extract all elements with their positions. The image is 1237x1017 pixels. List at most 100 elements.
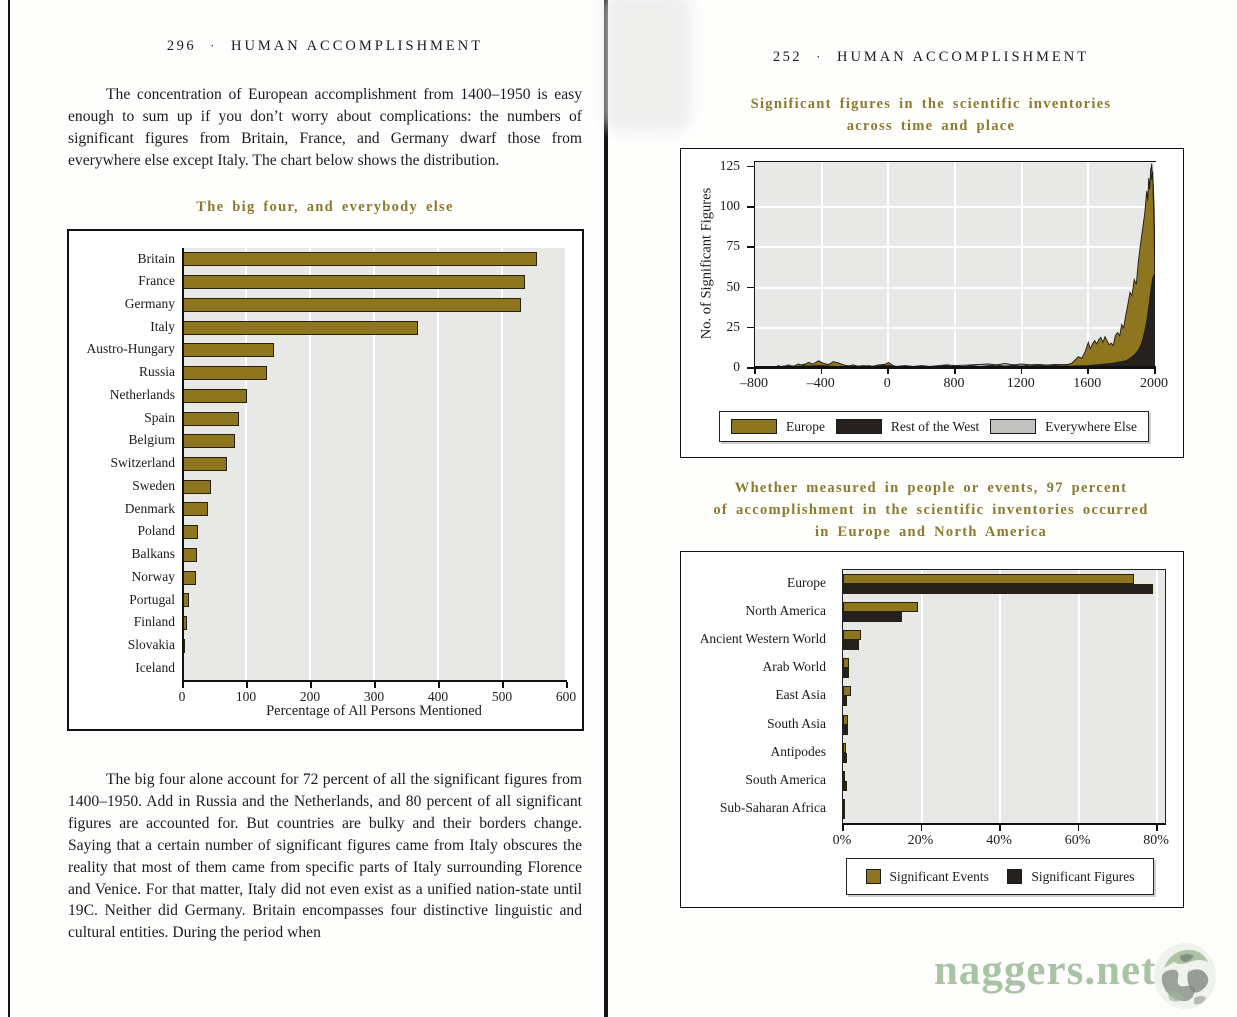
tick-label: 100 [235,689,257,704]
big-four-x-axis-label: Percentage of All Persons Mentioned [266,703,482,719]
tick-label: 500 [491,689,513,704]
bar [182,388,247,403]
category-label: Finland [133,614,175,630]
gridline [1020,162,1023,368]
where-occurred-title-line2: of accomplishment in the scientific inve… [713,502,1149,518]
bar [182,479,211,494]
category-label: Arab World [762,659,826,675]
tick-label: 40% [986,833,1012,848]
y-tick-label: 125 [719,157,740,173]
gridline [1077,570,1080,823]
legend-label: Europe [785,418,825,434]
category-label: Portugal [129,591,175,607]
gridline [887,162,890,368]
bar [843,640,859,651]
tick-label: 200 [299,689,321,704]
legend-item: Rest of the West [835,418,980,435]
bar [843,742,847,753]
tick-mark [820,368,823,374]
category-label: East Asia [775,687,826,703]
bar [182,525,198,540]
bar [182,366,267,380]
tick-mark [842,825,844,831]
bar [843,696,847,707]
header-separator-dot: · [210,38,217,53]
category-label: Netherlands [109,386,175,402]
tick-mark [1077,825,1080,831]
tick-mark [920,825,922,831]
category-label: Ancient Western World [699,631,826,647]
tick-label: 0 [178,689,186,704]
category-label: Britain [137,250,176,266]
big-four-x-ticks: 0 100 200 300 400 500 600 [178,680,576,720]
tick-label: 600 [555,689,577,704]
category-label: Russia [138,364,175,380]
legend-item: Europe [730,418,825,435]
legend-item: Significant Figures [1007,869,1134,885]
category-label: Slovakia [127,637,175,652]
y-tick-label: 50 [726,278,741,294]
tick-label: 0% [832,833,852,848]
tick-mark [747,165,754,168]
category-label: Italy [150,318,175,334]
left-paragraph-2: The big four alone account for 72 percen… [68,771,582,942]
bar [843,612,902,623]
gridline [1156,570,1159,823]
big-four-plot [182,248,567,680]
tick-mark [754,368,756,374]
gridline [373,248,375,680]
bar [843,798,845,809]
where-occurred-figure: Europe North America Ancient Western World… [680,551,1184,908]
y-tick-label: 100 [719,198,740,214]
category-label: Austro-Hungary [86,341,175,357]
where-occurred-category-labels: Europe North America Ancient Western World… [681,569,834,822]
category-label: North America [745,603,826,619]
tick-mark [747,326,754,329]
tick-mark [1156,825,1158,831]
gridline [437,248,439,680]
legend-swatch [865,869,881,884]
area-series-everywhere-else [755,163,1155,368]
category-label: Sub-Saharan Africa [719,799,826,815]
y-tick-label: 75 [726,238,741,254]
bar [182,502,209,517]
tick-label: 20% [907,833,934,848]
tick-label: –400 [806,376,835,391]
tick-mark [1087,368,1089,374]
legend-swatch [730,419,777,434]
left-page-number: 296 [166,38,197,54]
tick-label: –800 [740,376,768,391]
gridline [820,162,823,368]
gridline [920,570,923,823]
bar [182,320,418,335]
tick-label: 1200 [1006,376,1035,391]
category-label: Denmark [124,500,175,516]
where-occurred-title-line1: Whether measured in people or events, 97… [734,480,1128,496]
category-label: Europe [787,575,826,590]
tick-mark [566,682,568,688]
scan-shadow-patch [603,0,691,132]
bar [182,456,228,471]
bar [843,714,849,725]
tick-mark [438,682,440,688]
bar [843,770,845,781]
gridline [1087,162,1090,368]
left-paragraph-1: The concentration of European accomplish… [68,86,582,169]
category-label: Poland [137,523,175,539]
right-header-title: HUMAN ACCOMPLISHMENT [836,49,1090,65]
category-label: Belgium [128,432,176,448]
area-series-europe [755,168,1155,368]
tick-label: 80% [1143,833,1169,848]
bar [182,411,239,426]
where-occurred-x-ticks: 0% 20% 40% 60% 80% [833,825,1169,861]
watermark-logo-icon [1150,938,1220,1017]
category-label: South Asia [767,715,826,731]
gridline [999,570,1002,823]
left-page-edge-line [8,0,10,1017]
bar [843,808,845,819]
header-separator-dot: · [816,49,823,64]
y-tick-label: 0 [733,359,740,374]
gridline [309,248,311,680]
legend-label: Rest of the West [890,418,980,434]
category-label: France [138,273,175,289]
